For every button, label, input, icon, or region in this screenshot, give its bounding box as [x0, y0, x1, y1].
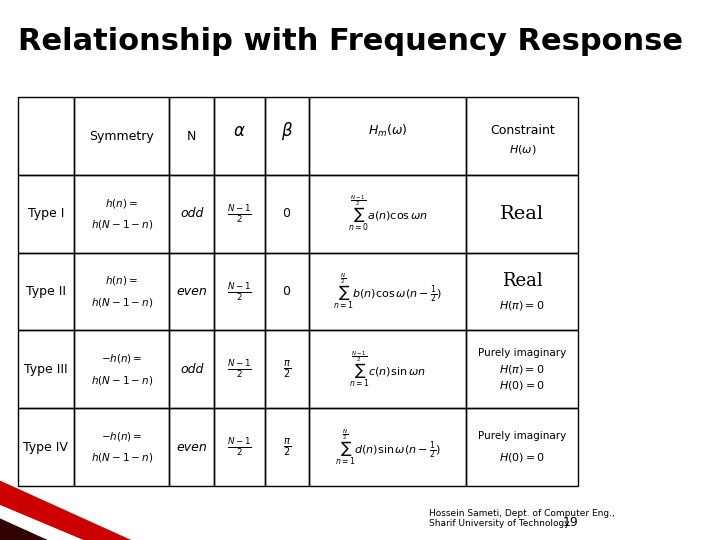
- Bar: [74, 408, 169, 486]
- Bar: [264, 253, 310, 330]
- Polygon shape: [0, 481, 131, 540]
- Text: $-h(n) =$: $-h(n) =$: [101, 430, 143, 443]
- Polygon shape: [0, 505, 84, 540]
- Bar: [310, 408, 467, 486]
- Text: Symmetry: Symmetry: [89, 130, 154, 143]
- Text: Hossein Sameti, Dept. of Computer Eng.,
Sharif University of Technology: Hossein Sameti, Dept. of Computer Eng., …: [429, 509, 615, 528]
- Text: $H_m(\omega)$: $H_m(\omega)$: [368, 123, 408, 139]
- Bar: [18, 253, 74, 330]
- Text: Purely imaginary: Purely imaginary: [478, 348, 567, 358]
- Bar: [310, 97, 467, 175]
- Text: Real: Real: [500, 205, 544, 223]
- Text: even: even: [176, 285, 207, 298]
- Text: $h(N-1-n)$: $h(N-1-n)$: [91, 374, 153, 387]
- Text: 19: 19: [562, 516, 578, 529]
- Bar: [74, 175, 169, 253]
- Text: even: even: [176, 441, 207, 454]
- Bar: [467, 253, 578, 330]
- Bar: [74, 330, 169, 408]
- Bar: [169, 175, 214, 253]
- Bar: [264, 330, 310, 408]
- Text: $\frac{\pi}{2}$: $\frac{\pi}{2}$: [283, 359, 291, 380]
- Text: $\sum_{n=1}^{\frac{N}{2}} d(n)\sin\omega(n-\frac{1}{2})$: $\sum_{n=1}^{\frac{N}{2}} d(n)\sin\omega…: [335, 428, 441, 467]
- Text: $\frac{\pi}{2}$: $\frac{\pi}{2}$: [283, 436, 291, 458]
- Text: Type I: Type I: [28, 207, 64, 220]
- Bar: [169, 408, 214, 486]
- Bar: [74, 253, 169, 330]
- Text: $\sum_{n=0}^{\frac{N-1}{2}} a(n)\cos\omega n$: $\sum_{n=0}^{\frac{N-1}{2}} a(n)\cos\ome…: [348, 194, 428, 233]
- Text: $-h(n) =$: $-h(n) =$: [101, 352, 143, 365]
- Text: Real: Real: [502, 272, 543, 290]
- Bar: [169, 253, 214, 330]
- Text: $\alpha$: $\alpha$: [233, 122, 246, 140]
- Text: $h(n) =$: $h(n) =$: [105, 197, 138, 210]
- Text: $0$: $0$: [282, 207, 292, 220]
- Text: $h(N-1-n)$: $h(N-1-n)$: [91, 451, 153, 464]
- Text: $\frac{N-1}{2}$: $\frac{N-1}{2}$: [227, 436, 252, 458]
- Text: Constraint: Constraint: [490, 124, 554, 137]
- Bar: [467, 97, 578, 175]
- Text: Type III: Type III: [24, 363, 68, 376]
- Bar: [214, 175, 264, 253]
- Bar: [310, 330, 467, 408]
- Bar: [467, 408, 578, 486]
- Bar: [18, 175, 74, 253]
- Text: odd: odd: [180, 363, 203, 376]
- Text: Type IV: Type IV: [24, 441, 68, 454]
- Text: Relationship with Frequency Response: Relationship with Frequency Response: [18, 27, 683, 56]
- Text: $\frac{N-1}{2}$: $\frac{N-1}{2}$: [227, 359, 252, 380]
- Text: $0$: $0$: [282, 285, 292, 298]
- Text: Type II: Type II: [26, 285, 66, 298]
- Text: $\sum_{n=1}^{\frac{N-1}{2}} c(n)\sin\omega n$: $\sum_{n=1}^{\frac{N-1}{2}} c(n)\sin\ome…: [349, 350, 426, 389]
- Bar: [264, 97, 310, 175]
- Bar: [467, 175, 578, 253]
- Bar: [214, 253, 264, 330]
- Bar: [214, 408, 264, 486]
- Bar: [169, 97, 214, 175]
- Bar: [214, 97, 264, 175]
- Bar: [264, 408, 310, 486]
- Text: $h(N-1-n)$: $h(N-1-n)$: [91, 218, 153, 231]
- Text: $\frac{N-1}{2}$: $\frac{N-1}{2}$: [227, 203, 252, 225]
- Bar: [310, 175, 467, 253]
- Text: $H(\pi)=0$: $H(\pi)=0$: [500, 299, 545, 312]
- Bar: [214, 330, 264, 408]
- Text: $\beta$: $\beta$: [281, 120, 293, 141]
- Text: $H(\omega)$: $H(\omega)$: [508, 143, 536, 156]
- Text: $H(\pi)=0$: $H(\pi)=0$: [500, 363, 545, 376]
- Bar: [169, 330, 214, 408]
- Text: $H(0)=0$: $H(0)=0$: [499, 451, 545, 464]
- Bar: [74, 97, 169, 175]
- Text: $H(0)=0$: $H(0)=0$: [499, 379, 545, 392]
- Text: odd: odd: [180, 207, 203, 220]
- Text: $\frac{N-1}{2}$: $\frac{N-1}{2}$: [227, 281, 252, 302]
- Bar: [264, 175, 310, 253]
- Bar: [310, 253, 467, 330]
- Bar: [18, 97, 74, 175]
- Text: Purely imaginary: Purely imaginary: [478, 431, 567, 441]
- Polygon shape: [0, 518, 48, 540]
- Bar: [18, 330, 74, 408]
- Bar: [18, 408, 74, 486]
- Text: $h(N-1-n)$: $h(N-1-n)$: [91, 296, 153, 309]
- Text: N: N: [187, 130, 197, 143]
- Text: $\sum_{n=1}^{\frac{N}{2}} b(n)\cos\omega(n-\frac{1}{2})$: $\sum_{n=1}^{\frac{N}{2}} b(n)\cos\omega…: [333, 272, 442, 311]
- Bar: [467, 330, 578, 408]
- Text: $h(n) =$: $h(n) =$: [105, 274, 138, 287]
